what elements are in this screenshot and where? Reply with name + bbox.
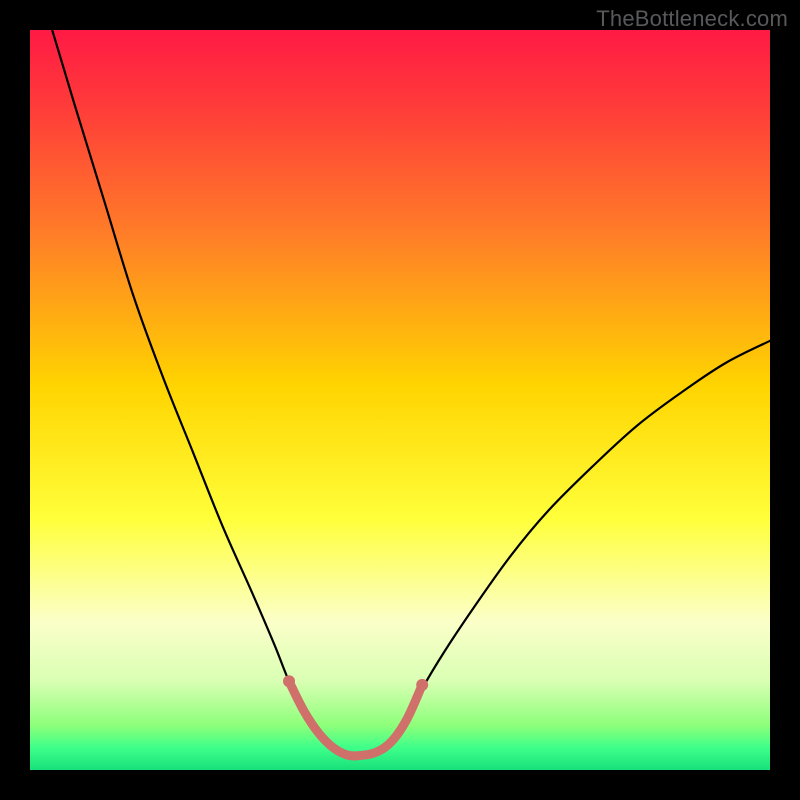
watermark-text: TheBottleneck.com	[596, 6, 788, 32]
gradient-background	[30, 30, 770, 770]
chart-outer-frame: TheBottleneck.com	[0, 0, 800, 800]
highlight-start-dot	[283, 675, 295, 687]
highlight-end-dot	[416, 679, 428, 691]
plot-area	[30, 30, 770, 770]
bottleneck-curve-chart	[30, 30, 770, 770]
